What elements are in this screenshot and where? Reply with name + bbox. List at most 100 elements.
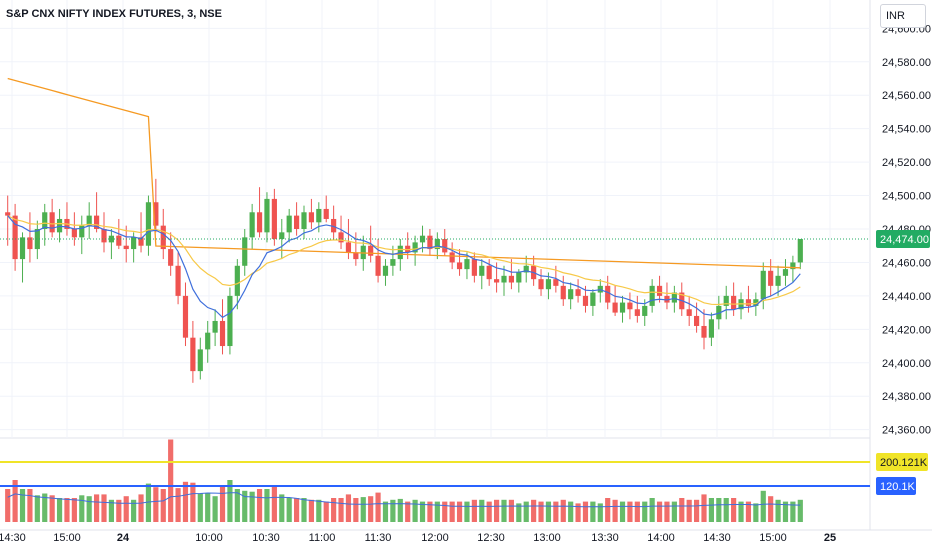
currency-selector[interactable]: INR	[880, 4, 926, 28]
volume-bar	[116, 499, 122, 522]
candle-body	[782, 269, 789, 276]
volume-ma-line	[7, 492, 801, 508]
candle-body	[168, 249, 174, 266]
candle-body	[301, 212, 307, 229]
time-tick-label: 11:00	[309, 532, 336, 544]
candle-body	[649, 285, 655, 306]
volume-bar	[494, 499, 500, 522]
volume-bar	[760, 490, 766, 522]
candle-body	[101, 229, 107, 243]
candle-body	[264, 198, 270, 233]
candle-body	[686, 309, 692, 316]
volume-high-label: 200.121K	[880, 457, 928, 469]
candle-body	[205, 332, 211, 350]
time-tick-label: 13:30	[591, 532, 619, 544]
candle-body	[256, 212, 263, 233]
volume-bar	[753, 503, 759, 522]
candle-body	[79, 225, 85, 238]
candle-body	[427, 235, 433, 250]
volume-bar	[234, 489, 240, 522]
candle-body	[568, 289, 574, 300]
candle-body	[56, 218, 63, 233]
candle-body	[212, 320, 218, 333]
candle-body	[538, 279, 544, 290]
volume-bar	[27, 489, 33, 522]
candle-body	[434, 239, 440, 250]
volume-bar	[597, 503, 603, 522]
volume-bar	[323, 501, 329, 522]
volume-bar	[538, 501, 544, 522]
candle-body	[486, 265, 492, 280]
candle-body	[619, 302, 626, 313]
volume-bar	[108, 499, 114, 522]
candle-body	[375, 255, 381, 276]
candle-body	[160, 225, 166, 250]
volume-bar	[86, 496, 92, 522]
volume-bar	[427, 501, 433, 522]
volume-bar	[279, 494, 285, 522]
candle-body	[27, 237, 33, 250]
volume-bar	[101, 494, 107, 522]
candle-body	[708, 319, 714, 338]
volume-high-tag	[876, 453, 928, 471]
candle-body	[182, 295, 189, 338]
candle-body	[71, 229, 77, 238]
candle-body	[753, 299, 759, 306]
ema-fast-line	[7, 215, 801, 319]
volume-bar	[168, 439, 174, 522]
ema-slow-line	[7, 215, 801, 306]
candle-body	[345, 242, 352, 253]
volume-bar	[205, 493, 211, 522]
volume-bar	[775, 499, 781, 522]
chart-title: S&P CNX NIFTY INDEX FUTURES, 3, NSE	[6, 8, 222, 20]
volume-bar	[34, 495, 40, 522]
time-axis: 14:30 15:00 24 10:00 10:30 11:00 11:30 12:00 12:…	[0, 532, 836, 544]
candle-body	[501, 275, 507, 283]
volume-bar	[64, 498, 70, 522]
volume-bar	[545, 501, 552, 522]
candle-body	[197, 349, 203, 372]
volume-bar	[131, 499, 137, 522]
volume-bar	[190, 482, 196, 522]
volume-bar	[160, 489, 166, 522]
candle-body	[190, 337, 196, 372]
volume-bar	[531, 499, 537, 522]
volume-bar	[316, 499, 322, 522]
candle-body	[390, 259, 396, 266]
candle-body	[671, 292, 677, 303]
price-tick-label: 24,540.00	[882, 124, 931, 136]
volume-bar	[71, 498, 77, 522]
volume-bar	[79, 495, 85, 522]
volume-bar	[368, 496, 374, 522]
candle-body	[634, 309, 640, 316]
volume-bar	[145, 483, 152, 522]
volume-bar	[560, 499, 566, 522]
candle-body	[131, 237, 137, 250]
volume-bar	[501, 499, 507, 522]
time-tick-label: 24	[117, 532, 130, 544]
candle-body	[553, 279, 559, 286]
volume-bar	[568, 501, 574, 522]
volume-bar	[671, 501, 677, 522]
price-tags: 24,474.00 200.121K 120.1K	[0, 230, 930, 495]
candle-body	[590, 292, 596, 306]
volume-bar	[619, 501, 626, 522]
candle-body	[368, 245, 374, 256]
candle-body	[331, 218, 337, 233]
price-tick-label: 24,380.00	[882, 391, 931, 403]
time-tick-label: 14:30	[703, 532, 731, 544]
volume-bar	[642, 501, 648, 522]
volume-bar	[612, 499, 618, 522]
volume-bar	[627, 501, 633, 522]
volume-bar	[12, 480, 18, 522]
volume-bar	[242, 490, 248, 522]
time-tick-label: 10:00	[195, 532, 223, 544]
candle-body	[123, 245, 129, 250]
candle-body	[582, 295, 589, 306]
volume-bar	[768, 496, 774, 522]
candle-body	[464, 259, 470, 270]
volume-bar	[5, 489, 11, 522]
